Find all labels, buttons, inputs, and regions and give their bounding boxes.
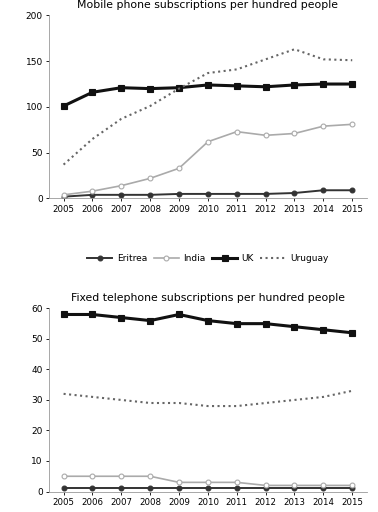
Title: Fixed telephone subscriptions per hundred people: Fixed telephone subscriptions per hundre… (71, 293, 345, 304)
Legend: Eritrea, India, UK, Uruguay: Eritrea, India, UK, Uruguay (87, 254, 328, 263)
Title: Mobile phone subscriptions per hundred people: Mobile phone subscriptions per hundred p… (77, 1, 338, 10)
